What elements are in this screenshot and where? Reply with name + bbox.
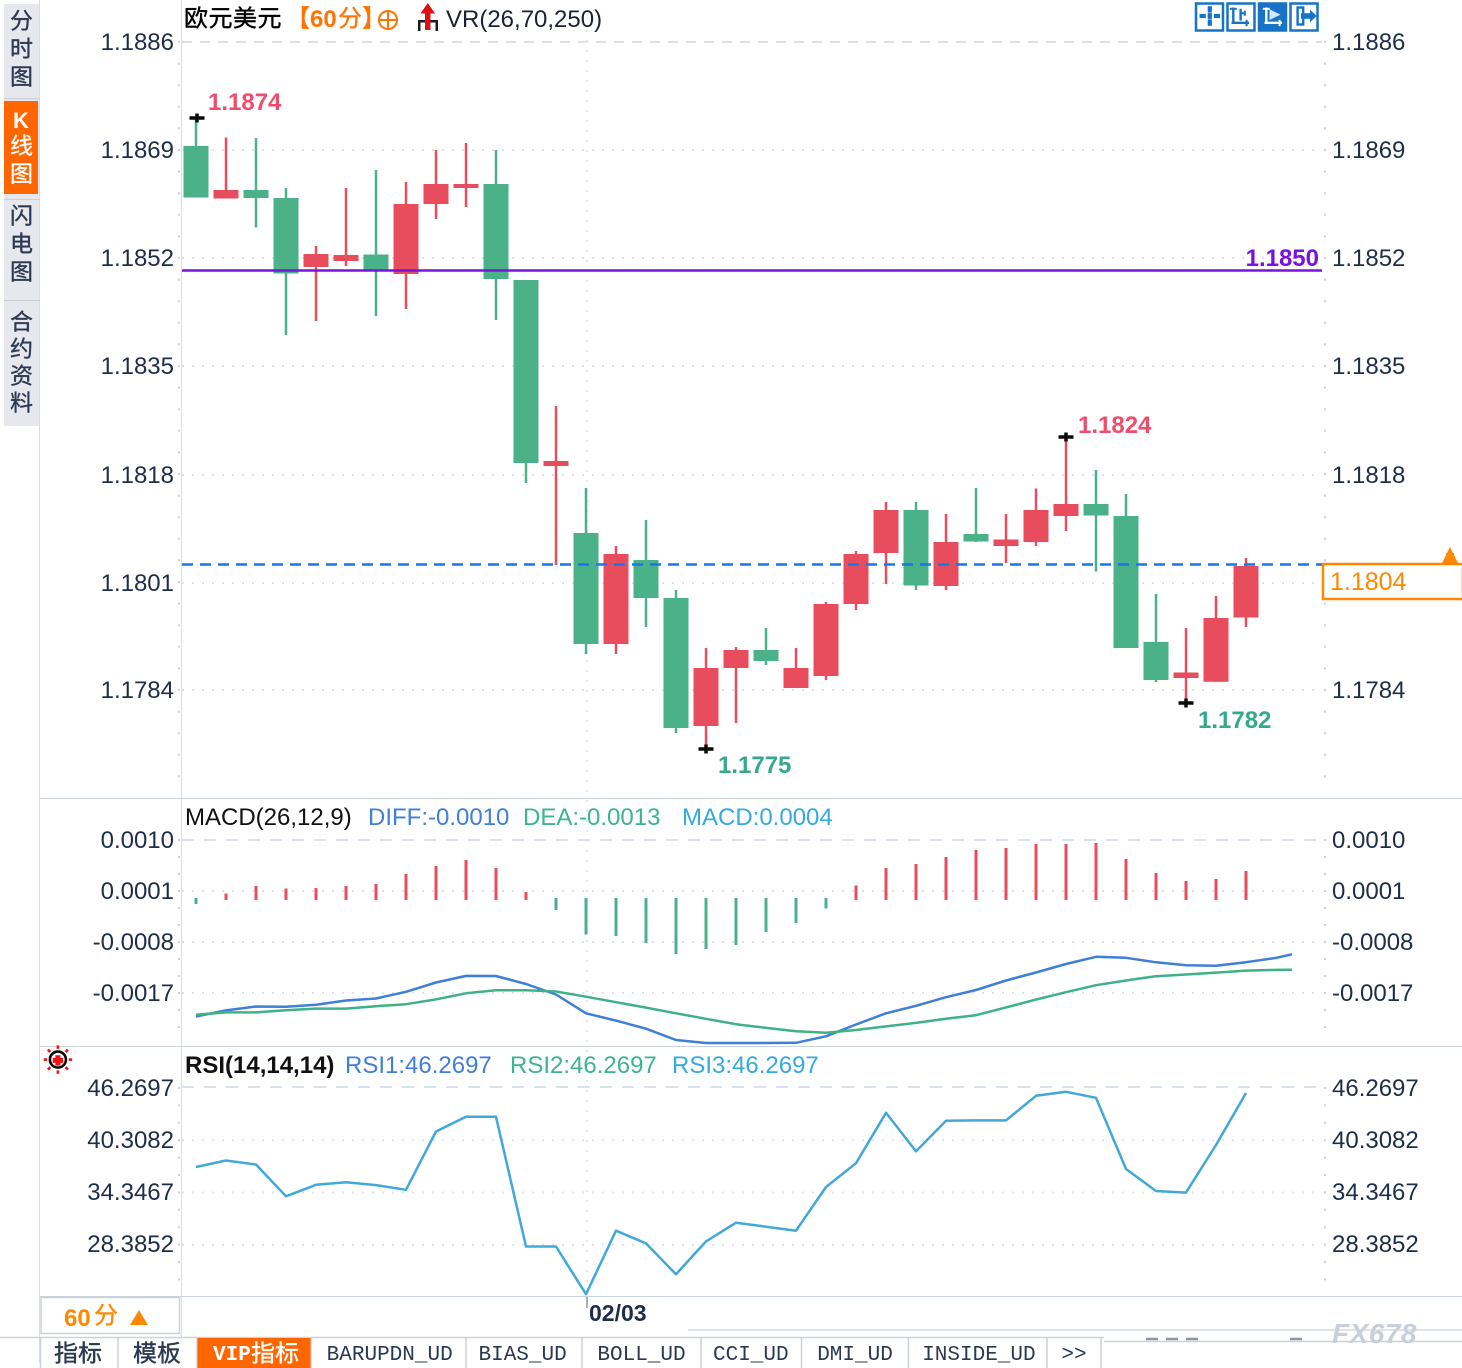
svg-text:0.0010: 0.0010	[1332, 827, 1405, 854]
svg-text:1.1874: 1.1874	[208, 89, 282, 116]
svg-text:46.2697: 46.2697	[87, 1075, 174, 1102]
svg-text:-0.0017: -0.0017	[1332, 980, 1413, 1007]
svg-text:1.1824: 1.1824	[1078, 412, 1152, 439]
svg-text:40.3082: 40.3082	[1332, 1127, 1419, 1154]
svg-text:28.3852: 28.3852	[1332, 1231, 1419, 1258]
svg-text:1.1886: 1.1886	[1332, 29, 1405, 56]
svg-text:1.1852: 1.1852	[1332, 245, 1405, 272]
svg-text:FX678: FX678	[1332, 1318, 1417, 1349]
svg-text:1.1801: 1.1801	[101, 570, 174, 597]
svg-text:02/03: 02/03	[589, 1300, 647, 1326]
svg-text:1.1818: 1.1818	[1332, 462, 1405, 489]
svg-text:MACD:0.0004: MACD:0.0004	[682, 804, 833, 831]
svg-text:1.1784: 1.1784	[1332, 677, 1405, 704]
svg-text:1.1850: 1.1850	[1246, 245, 1319, 272]
svg-text:CCI_UD: CCI_UD	[713, 1344, 789, 1367]
svg-text:0.0001: 0.0001	[1332, 878, 1405, 905]
svg-text:-0.0017: -0.0017	[93, 980, 174, 1007]
svg-text:1.1835: 1.1835	[1332, 353, 1405, 380]
svg-text:1.1852: 1.1852	[101, 245, 174, 272]
svg-text:0.0010: 0.0010	[101, 827, 174, 854]
svg-text:1.1835: 1.1835	[101, 353, 174, 380]
svg-text:DEA:-0.0013: DEA:-0.0013	[523, 804, 660, 831]
svg-text:-0.0008: -0.0008	[1332, 929, 1413, 956]
svg-text:40.3082: 40.3082	[87, 1127, 174, 1154]
svg-text:RSI2:46.2697: RSI2:46.2697	[510, 1052, 657, 1079]
svg-text:1.1869: 1.1869	[101, 137, 174, 164]
svg-text:0.0001: 0.0001	[101, 878, 174, 905]
svg-text:VIP: VIP	[213, 1344, 251, 1367]
svg-text:INSIDE_UD: INSIDE_UD	[922, 1344, 1035, 1367]
svg-text:DIFF:-0.0010: DIFF:-0.0010	[368, 804, 509, 831]
svg-text:1.1869: 1.1869	[1332, 137, 1405, 164]
svg-text:-0.0008: -0.0008	[93, 929, 174, 956]
svg-text:RSI3:46.2697: RSI3:46.2697	[672, 1052, 819, 1079]
svg-text:RSI(14,14,14): RSI(14,14,14)	[185, 1052, 334, 1079]
svg-text:1.1784: 1.1784	[101, 677, 174, 704]
svg-text:>>: >>	[1061, 1344, 1086, 1367]
svg-text:34.3467: 34.3467	[87, 1179, 174, 1206]
svg-text:1.1886: 1.1886	[101, 29, 174, 56]
svg-text:BARUPDN_UD: BARUPDN_UD	[327, 1344, 453, 1367]
svg-text:RSI1:46.2697: RSI1:46.2697	[345, 1052, 492, 1079]
svg-text:1.1804: 1.1804	[1330, 568, 1407, 596]
svg-text:MACD(26,12,9): MACD(26,12,9)	[185, 804, 352, 831]
svg-text:60: 60	[310, 6, 337, 33]
svg-text:BIAS_UD: BIAS_UD	[478, 1344, 566, 1367]
svg-text:28.3852: 28.3852	[87, 1231, 174, 1258]
svg-text:1.1782: 1.1782	[1198, 707, 1271, 734]
svg-text:DMI_UD: DMI_UD	[817, 1344, 893, 1367]
svg-text:BOLL_UD: BOLL_UD	[597, 1344, 685, 1367]
svg-text:K: K	[13, 108, 29, 133]
svg-text:1.1775: 1.1775	[718, 752, 791, 779]
svg-text:1.1818: 1.1818	[101, 462, 174, 489]
svg-text:34.3467: 34.3467	[1332, 1179, 1419, 1206]
svg-text:VR(26,70,250): VR(26,70,250)	[446, 6, 602, 33]
svg-text:46.2697: 46.2697	[1332, 1075, 1419, 1102]
svg-text:60: 60	[64, 1305, 91, 1332]
